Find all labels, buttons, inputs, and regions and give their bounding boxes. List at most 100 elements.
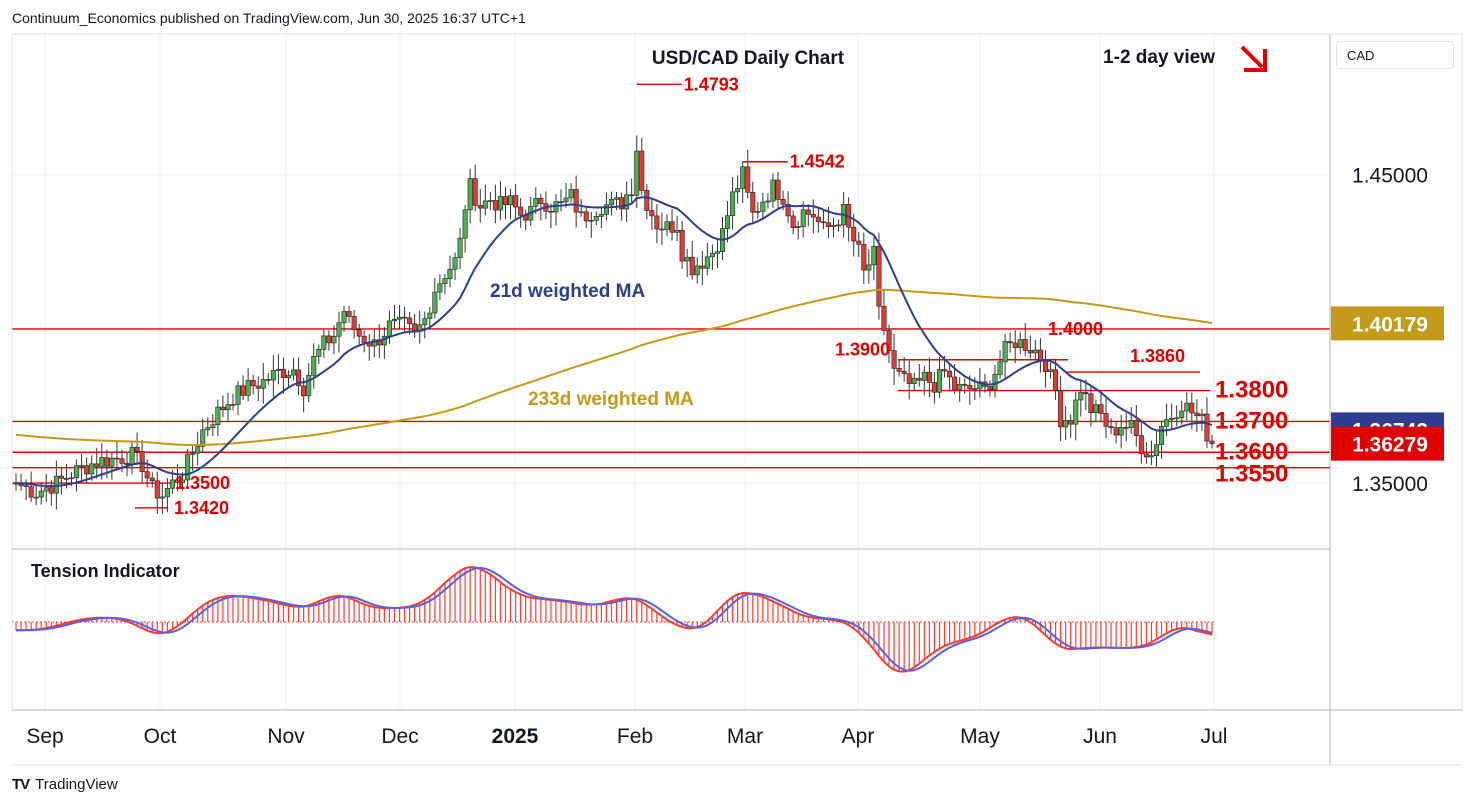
candle-body [795, 226, 801, 228]
candle-body [412, 323, 418, 331]
candle [644, 184, 650, 220]
candle-body [861, 243, 867, 271]
candle-body [1098, 404, 1104, 414]
candle [876, 232, 882, 320]
candle-body [407, 317, 413, 325]
candle-body [704, 256, 710, 269]
candle-body [967, 385, 973, 390]
candle-body [1088, 393, 1094, 413]
candle [492, 184, 498, 224]
candle [134, 432, 140, 466]
level-label-1.3800: 1.3800 [1215, 377, 1288, 404]
tradingview-footer[interactable]: TV TradingView [12, 776, 118, 793]
candle [987, 380, 993, 397]
candle-body [306, 374, 312, 397]
candle-body [119, 458, 125, 464]
candle [568, 183, 574, 203]
candle [624, 181, 630, 223]
level-label-1.3860: 1.3860 [1130, 346, 1185, 366]
candle [462, 205, 468, 253]
price-badge [1331, 306, 1444, 341]
currency-selector[interactable]: CAD [1336, 41, 1454, 69]
candle [386, 310, 392, 344]
candle-body [487, 200, 493, 202]
candle-body [1204, 413, 1210, 442]
candle-body [144, 471, 150, 479]
candle-body [422, 318, 428, 326]
candle [1088, 386, 1094, 427]
candle-body [871, 245, 877, 266]
level-label-1.3550: 1.3550 [1215, 461, 1288, 488]
candle [911, 372, 917, 391]
x-tick-label: Feb [617, 725, 653, 748]
candle-body [634, 150, 640, 196]
candle [114, 441, 120, 471]
candle [356, 323, 362, 345]
chart-title: USD/CAD Daily Chart [652, 48, 845, 69]
candle [886, 324, 892, 364]
candle [1048, 363, 1054, 379]
candle [477, 188, 483, 223]
candle [629, 178, 635, 204]
candle [275, 354, 281, 385]
candle-body [725, 215, 731, 229]
candle [730, 176, 736, 230]
level-label-1.3600: 1.3600 [1215, 438, 1288, 465]
candle-body [714, 251, 720, 254]
level-label-1.3500: 1.3500 [175, 473, 230, 493]
candle [351, 310, 357, 339]
candle [452, 252, 458, 280]
candle-body [1184, 402, 1190, 412]
candle [210, 414, 216, 437]
candle [689, 240, 695, 280]
candle-body [876, 245, 882, 307]
candle-body [513, 195, 519, 208]
candle-body [447, 268, 453, 279]
candle-body [205, 427, 211, 431]
candle-body [361, 335, 367, 343]
candle-body [402, 316, 408, 319]
candle [755, 202, 761, 219]
candle-body [921, 371, 927, 381]
candle-body [825, 222, 831, 227]
x-tick-label: Nov [267, 725, 305, 748]
candle [669, 208, 675, 241]
candle-body [558, 201, 564, 204]
candle-body [1169, 418, 1175, 420]
candle-body [442, 278, 448, 285]
candle-body [1083, 392, 1089, 395]
candle [836, 219, 842, 232]
candle [1083, 379, 1089, 410]
view-label: 1-2 day view [1103, 47, 1215, 68]
candle-body [740, 166, 746, 189]
candle [997, 349, 1003, 380]
candle [291, 357, 297, 381]
candle-body [926, 371, 932, 383]
candle [149, 472, 155, 488]
candle-body [977, 381, 983, 389]
candle-body [462, 209, 468, 239]
candle [417, 310, 423, 344]
candle [366, 334, 372, 361]
candle [437, 274, 443, 301]
candle-body [260, 379, 266, 389]
candle [583, 206, 589, 228]
candle-body [1007, 341, 1013, 344]
candle [760, 192, 766, 220]
wma-233-label: 233d weighted MA [528, 389, 694, 410]
candle-body [659, 228, 665, 231]
candle-body [598, 214, 604, 217]
candle [805, 204, 811, 227]
candle [815, 207, 821, 233]
candle-body [563, 197, 569, 203]
candle-body [1093, 404, 1099, 413]
candle-body [432, 291, 438, 314]
candle-body [69, 477, 75, 480]
candle [1118, 414, 1124, 449]
wma-21-line [15, 196, 1213, 488]
candle [1068, 414, 1074, 438]
candle-body [568, 189, 574, 199]
tension-slow-line [16, 566, 1213, 672]
candle [775, 171, 781, 211]
candle-body [836, 224, 842, 227]
